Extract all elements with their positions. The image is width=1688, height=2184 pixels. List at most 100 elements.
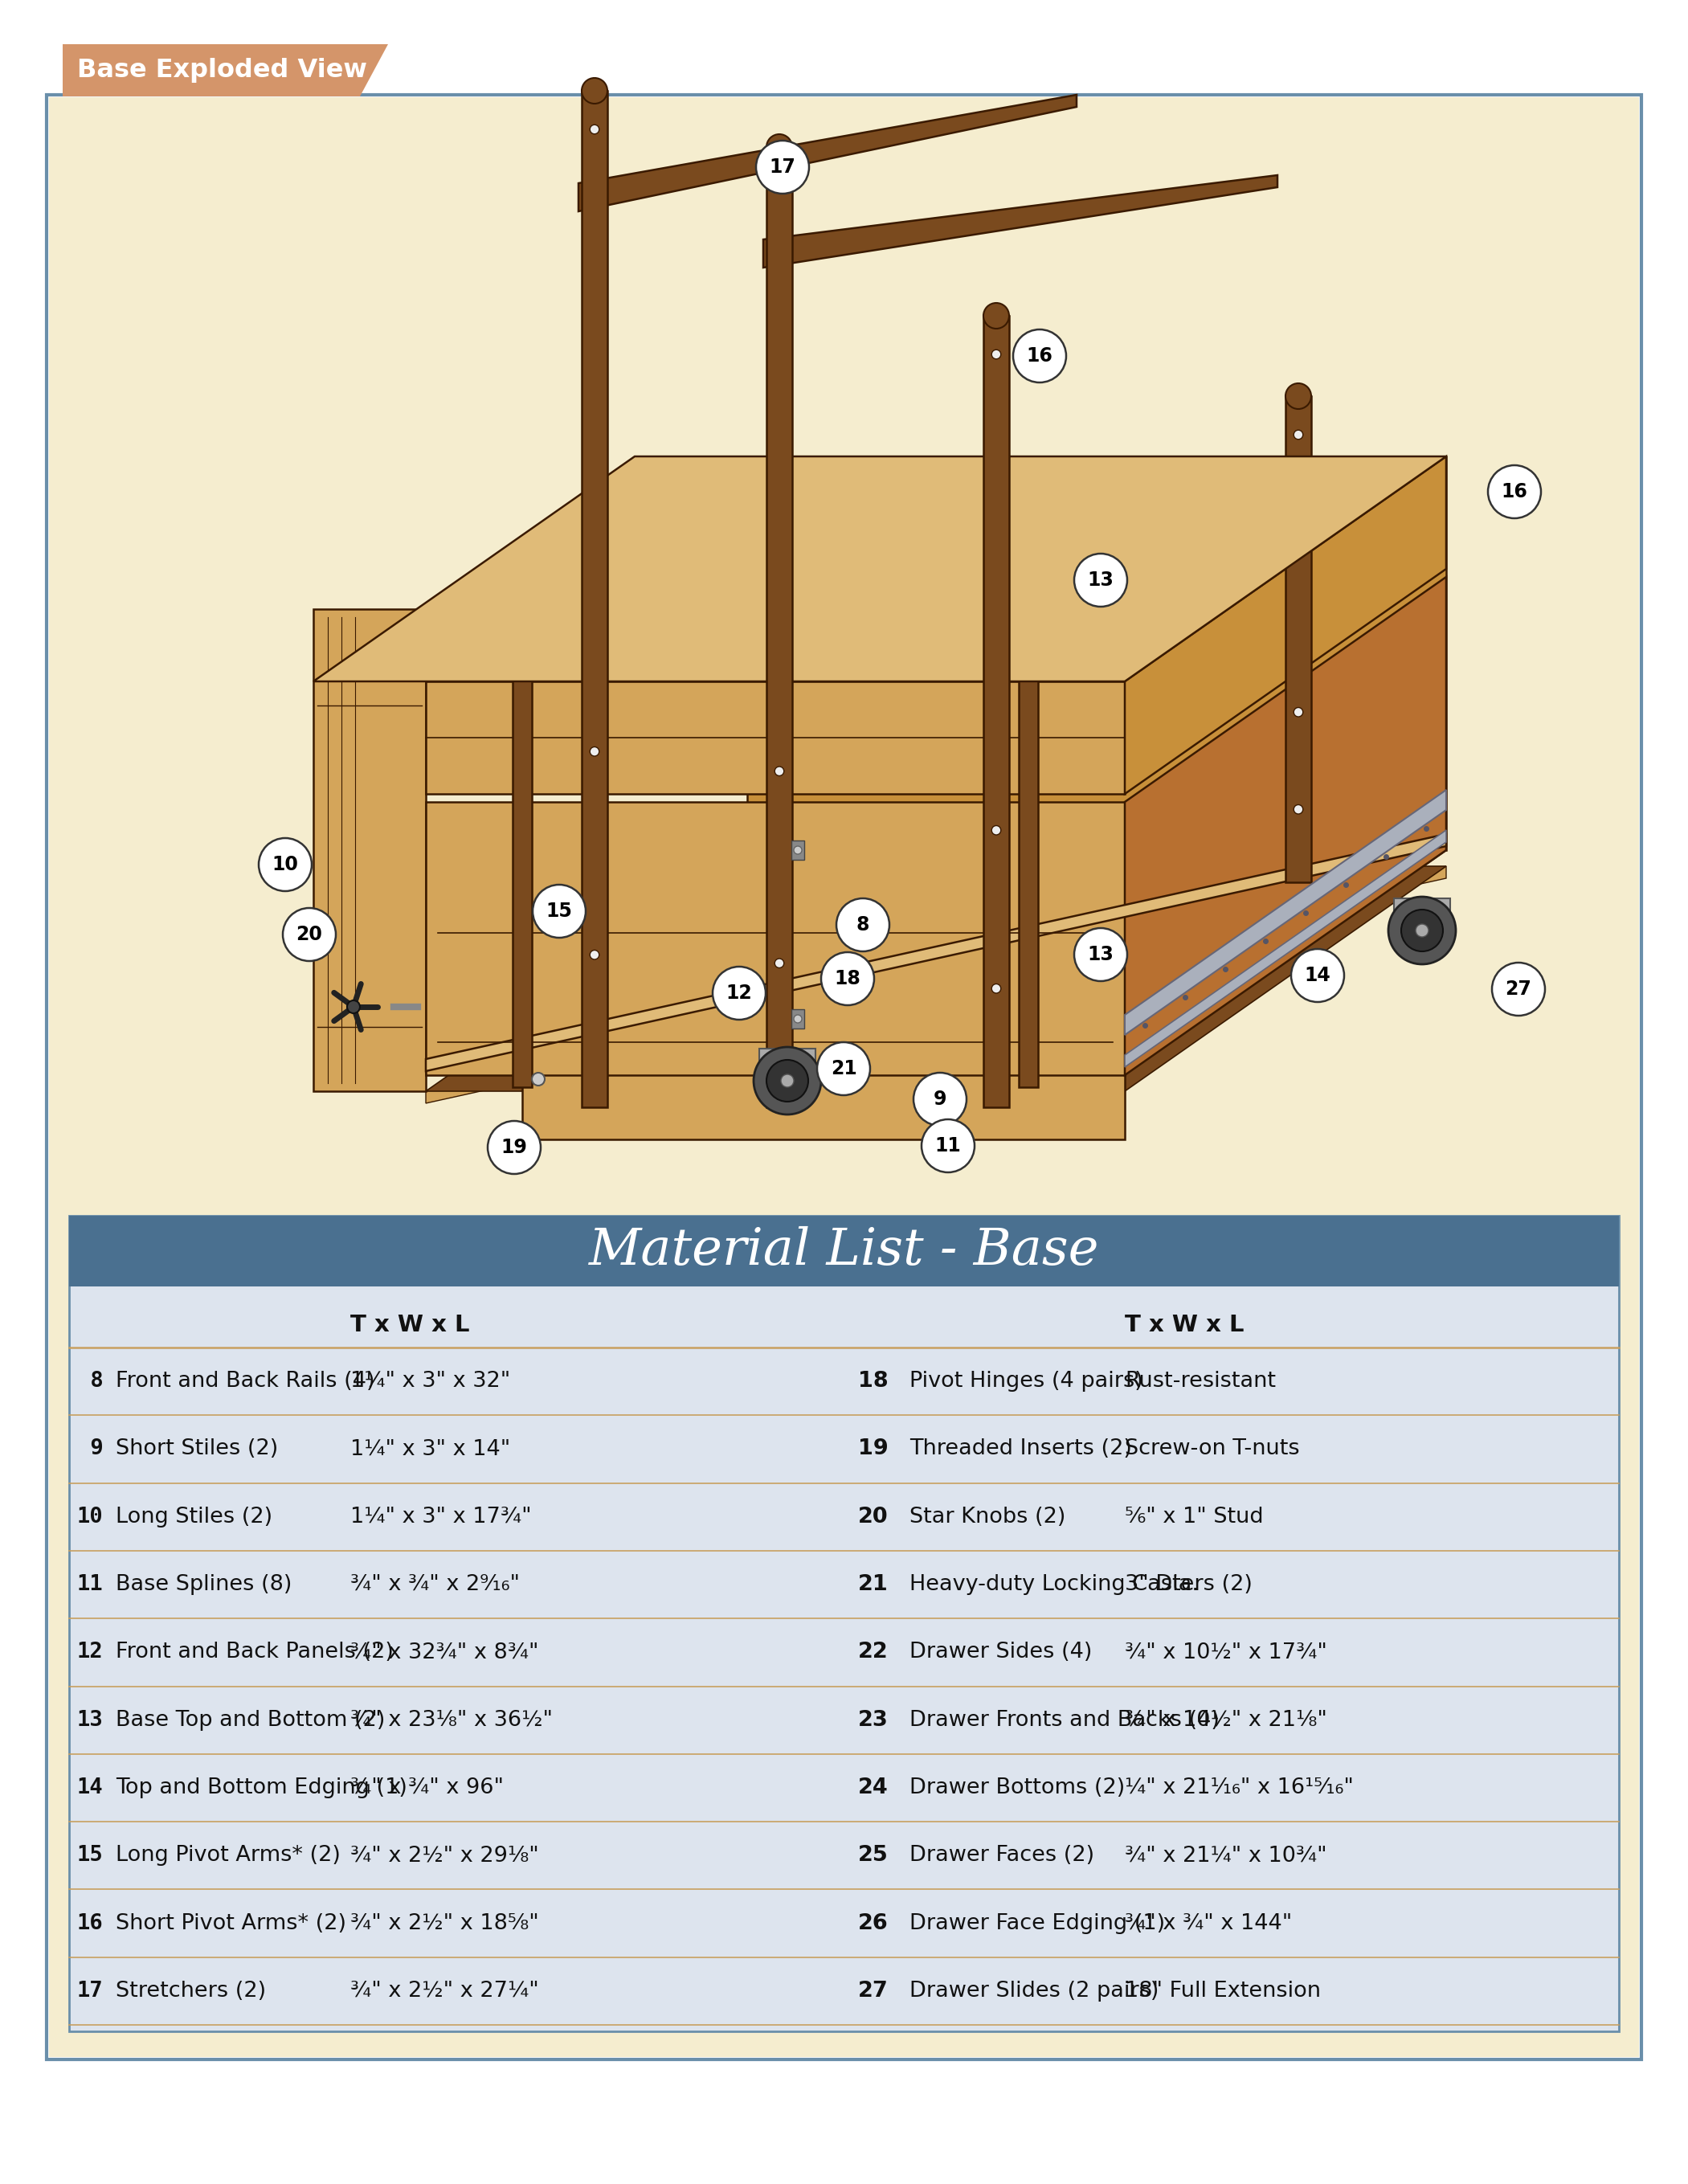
Circle shape bbox=[1293, 708, 1303, 716]
Bar bbox=[69, 1216, 1619, 1286]
Text: 23: 23 bbox=[858, 1710, 888, 1730]
Text: 15: 15 bbox=[78, 1845, 103, 1865]
Circle shape bbox=[766, 1059, 809, 1101]
Text: 17: 17 bbox=[78, 1981, 103, 2001]
Circle shape bbox=[1293, 804, 1303, 815]
Circle shape bbox=[793, 845, 802, 854]
Text: Short Stiles (2): Short Stiles (2) bbox=[116, 1439, 279, 1459]
Text: 24: 24 bbox=[858, 1778, 888, 1797]
Text: Material List - Base: Material List - Base bbox=[589, 1227, 1099, 1275]
Circle shape bbox=[533, 885, 586, 937]
Circle shape bbox=[820, 952, 874, 1005]
Polygon shape bbox=[1124, 830, 1447, 1068]
Polygon shape bbox=[763, 175, 1278, 269]
Circle shape bbox=[991, 349, 1001, 358]
Text: Short Pivot Arms* (2): Short Pivot Arms* (2) bbox=[116, 1913, 346, 1933]
Circle shape bbox=[589, 124, 599, 133]
Text: 18: 18 bbox=[834, 970, 861, 989]
Text: 15: 15 bbox=[545, 902, 572, 922]
Text: T x W x L: T x W x L bbox=[351, 1315, 469, 1337]
Text: ¾" x ¾" x 2⁹⁄₁₆": ¾" x ¾" x 2⁹⁄₁₆" bbox=[351, 1575, 520, 1594]
Bar bbox=[49, 98, 1639, 2057]
Circle shape bbox=[756, 140, 809, 194]
Text: Drawer Fronts and Backs (4): Drawer Fronts and Backs (4) bbox=[910, 1710, 1220, 1730]
Bar bbox=[47, 94, 1641, 2060]
Polygon shape bbox=[1124, 456, 1447, 795]
Polygon shape bbox=[748, 456, 1447, 850]
Circle shape bbox=[1416, 924, 1428, 937]
Text: Base Top and Bottom (2): Base Top and Bottom (2) bbox=[116, 1710, 385, 1730]
Polygon shape bbox=[425, 681, 1124, 795]
Text: Drawer Face Edging (1): Drawer Face Edging (1) bbox=[910, 1913, 1165, 1933]
Polygon shape bbox=[425, 867, 1447, 1103]
Text: ¾" x 32¾" x 8¾": ¾" x 32¾" x 8¾" bbox=[351, 1642, 538, 1662]
Text: T x W x L: T x W x L bbox=[1124, 1315, 1244, 1337]
Text: Base Splines (8): Base Splines (8) bbox=[116, 1575, 292, 1594]
Text: 17: 17 bbox=[770, 157, 795, 177]
Bar bbox=[760, 1048, 815, 1072]
Text: 16: 16 bbox=[1026, 347, 1053, 365]
Text: ¾" x ¾" x 96": ¾" x ¾" x 96" bbox=[351, 1778, 503, 1797]
Circle shape bbox=[1074, 928, 1128, 981]
Text: 13: 13 bbox=[1087, 570, 1114, 590]
Circle shape bbox=[582, 79, 608, 103]
Text: 1¼" x 3" x 17¾": 1¼" x 3" x 17¾" bbox=[351, 1507, 532, 1527]
Text: 10: 10 bbox=[272, 854, 299, 874]
Text: 16: 16 bbox=[78, 1913, 103, 1933]
Text: Drawer Sides (4): Drawer Sides (4) bbox=[910, 1642, 1092, 1662]
Circle shape bbox=[1487, 465, 1541, 518]
Circle shape bbox=[991, 985, 1001, 994]
Text: 20: 20 bbox=[295, 924, 322, 943]
Circle shape bbox=[1291, 950, 1344, 1002]
Circle shape bbox=[1013, 330, 1067, 382]
Text: 19: 19 bbox=[501, 1138, 527, 1158]
Text: ¾" x 23⅛" x 36½": ¾" x 23⅛" x 36½" bbox=[351, 1710, 552, 1730]
Text: Long Pivot Arms* (2): Long Pivot Arms* (2) bbox=[116, 1845, 341, 1865]
Text: Pivot Hinges (4 pairs): Pivot Hinges (4 pairs) bbox=[910, 1372, 1143, 1391]
Polygon shape bbox=[513, 677, 532, 1088]
Circle shape bbox=[589, 747, 599, 756]
Polygon shape bbox=[425, 850, 1447, 1075]
Text: ¼" x 21¹⁄₁₆" x 16¹⁵⁄₁₆": ¼" x 21¹⁄₁₆" x 16¹⁵⁄₁₆" bbox=[1124, 1778, 1354, 1797]
Text: Base Exploded View: Base Exploded View bbox=[78, 57, 368, 83]
Circle shape bbox=[1074, 553, 1128, 607]
Circle shape bbox=[1401, 909, 1443, 952]
Polygon shape bbox=[766, 146, 792, 1107]
Text: 21: 21 bbox=[830, 1059, 858, 1079]
Text: 12: 12 bbox=[78, 1642, 103, 1662]
Text: Stretchers (2): Stretchers (2) bbox=[116, 1981, 267, 2001]
Text: 14: 14 bbox=[78, 1778, 103, 1797]
Text: 9: 9 bbox=[933, 1090, 947, 1109]
Circle shape bbox=[913, 1072, 967, 1125]
Polygon shape bbox=[425, 867, 1447, 1092]
Circle shape bbox=[766, 133, 792, 159]
Text: 25: 25 bbox=[858, 1845, 888, 1865]
Circle shape bbox=[1286, 382, 1312, 408]
Text: Long Stiles (2): Long Stiles (2) bbox=[116, 1507, 272, 1527]
Polygon shape bbox=[425, 834, 1447, 1070]
Text: ⁵⁄₆" x 1" Stud: ⁵⁄₆" x 1" Stud bbox=[1124, 1507, 1264, 1527]
Polygon shape bbox=[1020, 677, 1038, 1088]
Polygon shape bbox=[314, 609, 425, 1092]
Polygon shape bbox=[314, 456, 1447, 681]
Text: 8: 8 bbox=[856, 915, 869, 935]
Circle shape bbox=[348, 1000, 360, 1013]
Text: 20: 20 bbox=[858, 1507, 888, 1527]
Text: 27: 27 bbox=[858, 1981, 888, 2001]
Circle shape bbox=[922, 1120, 974, 1173]
Text: 26: 26 bbox=[858, 1913, 888, 1933]
Polygon shape bbox=[425, 802, 1124, 1075]
Text: 13: 13 bbox=[1087, 946, 1114, 965]
Text: 11: 11 bbox=[935, 1136, 960, 1155]
Circle shape bbox=[984, 304, 1009, 328]
Bar bbox=[69, 1216, 1619, 2031]
Circle shape bbox=[782, 1075, 793, 1088]
Text: 12: 12 bbox=[726, 983, 753, 1002]
Circle shape bbox=[1388, 898, 1455, 965]
Polygon shape bbox=[582, 92, 608, 1107]
Text: ¾" x ¾" x 144": ¾" x ¾" x 144" bbox=[1124, 1913, 1293, 1933]
Circle shape bbox=[991, 826, 1001, 834]
Circle shape bbox=[793, 1016, 802, 1022]
Polygon shape bbox=[1286, 395, 1312, 882]
Text: ¾" x 2½" x 18⅝": ¾" x 2½" x 18⅝" bbox=[351, 1913, 538, 1933]
